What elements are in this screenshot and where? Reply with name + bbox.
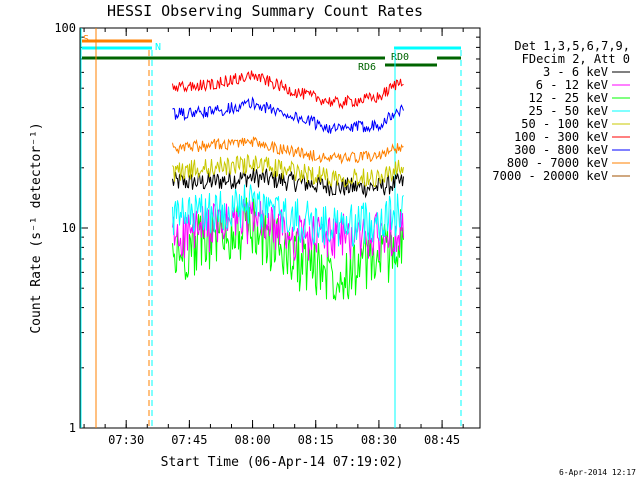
x-tick-label: 08:45: [424, 433, 460, 447]
rd6-label: RD6: [358, 62, 376, 73]
legend-label: 6 - 12 keV: [536, 78, 608, 92]
legend-label: 3 - 6 keV: [543, 65, 608, 79]
legend-label: 12 - 25 keV: [529, 91, 608, 105]
x-tick-label: 08:30: [361, 433, 397, 447]
series-line-3: [172, 184, 404, 248]
legend-label: 100 - 300 keV: [514, 130, 608, 144]
x-tick-label: 08:00: [234, 433, 270, 447]
series-line-0: [172, 167, 404, 199]
legend: Det 1,3,5,6,7,9, FDecim 2, Att 0 3 - 6 k…: [492, 39, 630, 183]
legend-label: 25 - 50 keV: [529, 104, 608, 118]
series-line-5: [172, 70, 404, 110]
x-axis-label: Start Time (06-Apr-14 07:19:02): [161, 455, 404, 470]
y-tick-label: 10: [62, 221, 76, 235]
y-axis-label: Count Rate (s⁻¹ detector⁻¹): [29, 122, 44, 333]
series-line-6: [172, 96, 404, 134]
legend-label: 7000 - 20000 keV: [492, 169, 608, 183]
x-tick-label: 07:30: [108, 433, 144, 447]
legend-label: 800 - 7000 keV: [507, 156, 608, 170]
legend-label: 300 - 800 keV: [514, 143, 608, 157]
y-tick-label: 100: [54, 21, 76, 35]
y-tick-label: 1: [69, 421, 76, 435]
flag-bars: S N RD6 RD0: [82, 34, 461, 73]
legend-label: 50 - 100 keV: [521, 117, 608, 131]
night-label: N: [155, 42, 161, 53]
legend-header-2: FDecim 2, Att 0: [522, 52, 630, 66]
series-line-7: [172, 136, 404, 165]
x-tick-label: 08:15: [298, 433, 334, 447]
legend-header-1: Det 1,3,5,6,7,9,: [514, 39, 630, 53]
saa-label: S: [83, 34, 89, 45]
series-layer: [172, 70, 404, 301]
chart-title: HESSI Observing Summary Count Rates: [107, 2, 423, 20]
x-tick-label: 07:45: [171, 433, 207, 447]
rd0-label: RD0: [391, 52, 409, 63]
date-stamp: 6-Apr-2014 12:17: [559, 468, 636, 477]
x-axis-ticks: 07:30 07:45 08:00 08:15 08:30 08:45: [83, 28, 464, 447]
y-axis-ticks: 1 10 100: [54, 21, 480, 435]
series-line-4: [172, 153, 404, 188]
